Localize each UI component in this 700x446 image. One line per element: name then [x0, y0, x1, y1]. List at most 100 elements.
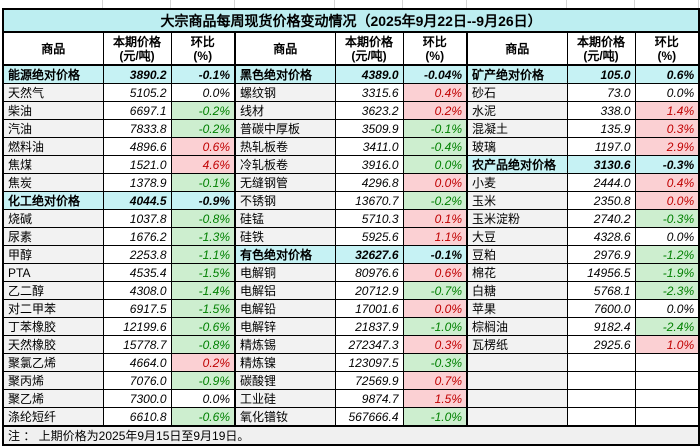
commodity-name-cell[interactable]: 电解锌 — [234, 317, 336, 336]
pct-change-cell[interactable]: 0.0% — [634, 299, 700, 318]
commodity-name-cell[interactable]: 乙二醇 — [2, 281, 104, 300]
commodity-name-cell[interactable] — [466, 371, 568, 390]
commodity-name-cell[interactable]: 小麦 — [466, 173, 568, 192]
commodity-name-cell[interactable]: 砂石 — [466, 83, 568, 102]
pct-change-cell[interactable]: 0.4% — [402, 83, 468, 102]
column-header-pct[interactable]: 环比 (%) — [634, 31, 700, 66]
price-cell[interactable] — [566, 407, 636, 427]
price-cell[interactable]: 20712.9 — [334, 281, 404, 300]
pct-change-cell[interactable]: 1.0% — [634, 335, 700, 354]
commodity-name-cell[interactable]: 聚氯乙烯 — [2, 353, 104, 372]
pct-change-cell[interactable]: 0.3% — [402, 335, 468, 354]
price-cell[interactable]: 4044.5 — [102, 191, 172, 210]
pct-change-cell[interactable]: -0.2% — [170, 119, 236, 138]
price-cell[interactable] — [566, 389, 636, 408]
commodity-name-cell[interactable] — [466, 407, 568, 427]
pct-change-cell[interactable]: -1.5% — [170, 263, 236, 282]
commodity-name-cell[interactable]: 苹果 — [466, 299, 568, 318]
pct-change-cell[interactable]: -0.6% — [170, 317, 236, 336]
price-cell[interactable] — [566, 371, 636, 390]
price-cell[interactable]: 4664.0 — [102, 353, 172, 372]
price-cell[interactable]: 4535.4 — [102, 263, 172, 282]
column-header-pct[interactable]: 环比 (%) — [170, 31, 236, 66]
commodity-name-cell[interactable] — [466, 389, 568, 408]
commodity-name-cell[interactable]: 甲醇 — [2, 245, 104, 264]
price-cell[interactable]: 4308.0 — [102, 281, 172, 300]
commodity-name-cell[interactable]: 聚丙烯 — [2, 371, 104, 390]
commodity-name-cell[interactable]: 天然橡胶 — [2, 335, 104, 354]
commodity-name-cell[interactable]: 聚乙烯 — [2, 389, 104, 408]
pct-change-cell[interactable]: -0.3% — [634, 155, 700, 174]
pct-change-cell[interactable]: 1.5% — [402, 389, 468, 408]
commodity-name-cell[interactable]: 豆粕 — [466, 245, 568, 264]
price-cell[interactable]: 2350.8 — [566, 191, 636, 210]
price-cell[interactable]: 15778.7 — [102, 335, 172, 354]
price-cell[interactable]: 123097.5 — [334, 353, 404, 372]
commodity-name-cell[interactable]: 精炼镍 — [234, 353, 336, 372]
pct-change-cell[interactable]: -0.4% — [402, 137, 468, 156]
pct-change-cell[interactable]: 0.0% — [170, 389, 236, 408]
price-cell[interactable]: 14956.5 — [566, 263, 636, 282]
pct-change-cell[interactable]: 0.1% — [402, 209, 468, 228]
commodity-name-cell[interactable]: 玻璃 — [466, 137, 568, 156]
commodity-name-cell[interactable]: 玉米淀粉 — [466, 209, 568, 228]
price-cell[interactable]: 4896.6 — [102, 137, 172, 156]
pct-change-cell[interactable] — [634, 371, 700, 390]
commodity-name-cell[interactable]: 焦煤 — [2, 155, 104, 174]
commodity-name-cell[interactable]: 汽油 — [2, 119, 104, 138]
commodity-name-cell[interactable]: 无缝钢管 — [234, 173, 336, 192]
price-cell[interactable]: 5768.1 — [566, 281, 636, 300]
commodity-name-cell[interactable] — [466, 353, 568, 372]
footnote[interactable]: 注 ： 上期价格为2025年9月15日至9月19日。 — [2, 425, 700, 446]
pct-change-cell[interactable]: -0.8% — [170, 209, 236, 228]
pct-change-cell[interactable]: 0.3% — [634, 119, 700, 138]
pct-change-cell[interactable]: 0.6% — [170, 137, 236, 156]
price-cell[interactable]: 7076.0 — [102, 371, 172, 390]
column-header-commodity[interactable]: 商品 — [234, 31, 336, 66]
commodity-name-cell[interactable]: 棉花 — [466, 263, 568, 282]
commodity-name-cell[interactable]: 黑色绝对价格 — [234, 64, 336, 84]
price-cell[interactable]: 135.9 — [566, 119, 636, 138]
commodity-name-cell[interactable]: 电解铜 — [234, 263, 336, 282]
price-cell[interactable]: 5925.6 — [334, 227, 404, 246]
pct-change-cell[interactable]: -1.2% — [634, 245, 700, 264]
price-cell[interactable]: 73.0 — [566, 83, 636, 102]
price-cell[interactable]: 4296.8 — [334, 173, 404, 192]
pct-change-cell[interactable]: -1.5% — [170, 299, 236, 318]
pct-change-cell[interactable]: -0.8% — [170, 335, 236, 354]
pct-change-cell[interactable]: -0.7% — [402, 281, 468, 300]
price-cell[interactable]: 5710.3 — [334, 209, 404, 228]
price-cell[interactable]: 4389.0 — [334, 64, 404, 84]
commodity-name-cell[interactable]: 线材 — [234, 101, 336, 120]
pct-change-cell[interactable]: 1.4% — [634, 101, 700, 120]
pct-change-cell[interactable]: 0.6% — [402, 263, 468, 282]
price-cell[interactable]: 6917.5 — [102, 299, 172, 318]
commodity-name-cell[interactable]: 玉米 — [466, 191, 568, 210]
price-cell[interactable]: 5105.2 — [102, 83, 172, 102]
price-cell[interactable]: 72569.9 — [334, 371, 404, 390]
pct-change-cell[interactable]: -0.1% — [170, 173, 236, 192]
price-cell[interactable]: 1197.0 — [566, 137, 636, 156]
pct-change-cell[interactable]: -0.3% — [402, 353, 468, 372]
commodity-name-cell[interactable]: 有色绝对价格 — [234, 245, 336, 264]
price-cell[interactable]: 80976.6 — [334, 263, 404, 282]
price-cell[interactable]: 1676.2 — [102, 227, 172, 246]
price-cell[interactable]: 3890.2 — [102, 64, 172, 84]
commodity-name-cell[interactable]: 丁苯橡胶 — [2, 317, 104, 336]
commodity-name-cell[interactable]: 热轧板卷 — [234, 137, 336, 156]
pct-change-cell[interactable]: -1.1% — [170, 245, 236, 264]
commodity-name-cell[interactable]: 冷轧板卷 — [234, 155, 336, 174]
commodity-name-cell[interactable]: 硅铁 — [234, 227, 336, 246]
pct-change-cell[interactable]: 2.9% — [634, 137, 700, 156]
commodity-name-cell[interactable]: 农产品绝对价格 — [466, 155, 568, 174]
pct-change-cell[interactable]: 0.0% — [634, 191, 700, 210]
price-cell[interactable]: 7600.0 — [566, 299, 636, 318]
commodity-name-cell[interactable]: 水泥 — [466, 101, 568, 120]
price-cell[interactable]: 3130.6 — [566, 155, 636, 174]
commodity-name-cell[interactable]: 焦炭 — [2, 173, 104, 192]
pct-change-cell[interactable] — [634, 353, 700, 372]
price-cell[interactable]: 7300.0 — [102, 389, 172, 408]
price-cell[interactable]: 6610.8 — [102, 407, 172, 427]
pct-change-cell[interactable]: -0.6% — [170, 407, 236, 427]
price-cell[interactable]: 2444.0 — [566, 173, 636, 192]
